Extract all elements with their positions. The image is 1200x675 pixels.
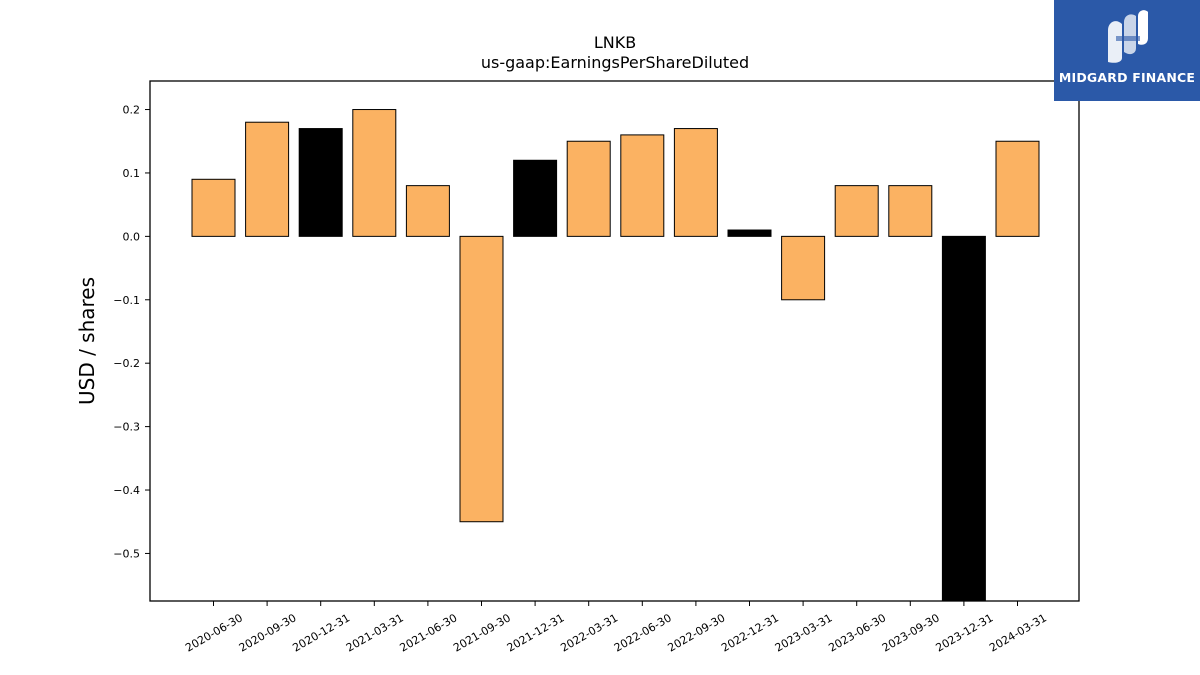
x-tick-label: 2021-09-30 — [451, 611, 513, 654]
bar-2020-09-30 — [245, 121, 290, 237]
bar-2022-03-31 — [566, 140, 611, 237]
x-tick-label: 2022-12-31 — [719, 611, 781, 654]
bar-2024-03-31 — [995, 140, 1040, 237]
x-tick-label: 2020-06-30 — [183, 611, 245, 654]
bar-2022-06-30 — [620, 134, 665, 237]
y-tick-label: −0.2 — [113, 357, 140, 370]
midgard-logo-icon — [1108, 10, 1148, 63]
y-axis: 0.2 0.1 0.0 −0.1 −0.2 −0.3 −0.4 −0.5 — [113, 104, 150, 560]
bar-2020-12-31 — [298, 128, 343, 237]
brand-name: MIDGARD FINANCE — [1058, 70, 1196, 85]
plot-frame — [149, 80, 1080, 602]
x-tick-label: 2021-12-31 — [505, 611, 567, 654]
y-tick-label: −0.1 — [113, 294, 140, 307]
bar-2021-12-31 — [513, 159, 558, 237]
x-tick-label: 2020-12-31 — [290, 611, 352, 654]
bar-2021-03-31 — [352, 109, 397, 237]
x-tick-label: 2020-09-30 — [237, 611, 299, 654]
bar-2023-06-30 — [834, 185, 879, 237]
chart-title: LNKB — [594, 33, 636, 52]
x-axis: 2020-06-302020-09-302020-12-312021-03-31… — [183, 601, 1049, 655]
x-tick-label: 2023-09-30 — [880, 611, 942, 654]
y-tick-label: −0.3 — [113, 421, 140, 434]
bar-2022-12-31 — [727, 229, 772, 237]
y-tick-label: 0.0 — [123, 230, 141, 243]
x-tick-label: 2022-06-30 — [612, 611, 674, 654]
y-axis-label: USD / shares — [75, 277, 99, 405]
x-tick-label: 2022-09-30 — [666, 611, 728, 654]
brand-logo: MIDGARD FINANCE — [1054, 0, 1200, 101]
x-tick-label: 2023-12-31 — [934, 611, 996, 654]
chart-subtitle: us-gaap:EarningsPerShareDiluted — [481, 53, 749, 72]
x-tick-label: 2023-06-30 — [826, 611, 888, 654]
y-tick-label: 0.1 — [123, 167, 141, 180]
y-tick-label: −0.5 — [113, 547, 140, 560]
bar-2022-09-30 — [673, 128, 718, 237]
y-tick-label: −0.4 — [113, 484, 140, 497]
bar-2023-12-31 — [941, 235, 986, 602]
bar-2023-09-30 — [888, 185, 933, 237]
bars-group — [191, 109, 1040, 602]
x-tick-label: 2024-03-31 — [987, 611, 1049, 654]
x-tick-label: 2021-06-30 — [398, 611, 460, 654]
x-tick-label: 2023-03-31 — [773, 611, 835, 654]
bar-2021-06-30 — [405, 185, 450, 237]
bar-2020-06-30 — [191, 178, 236, 237]
bar-2023-03-31 — [781, 235, 826, 301]
y-tick-label: 0.2 — [123, 104, 141, 117]
bar-2021-09-30 — [459, 235, 504, 523]
x-tick-label: 2021-03-31 — [344, 611, 406, 654]
x-tick-label: 2022-03-31 — [558, 611, 620, 654]
